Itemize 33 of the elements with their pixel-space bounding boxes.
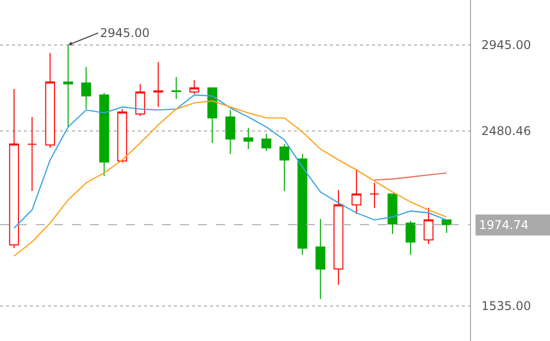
candlestick: [135, 84, 146, 117]
candlestick: [225, 109, 236, 155]
line-series: [13, 94, 448, 229]
line-series: [13, 100, 448, 257]
candlestick: [388, 194, 398, 234]
candlestick: [27, 116, 37, 192]
candlestick: [117, 108, 128, 164]
candlestick: [99, 92, 110, 177]
candlestick: [316, 218, 326, 300]
candlestick: [406, 220, 416, 256]
ref-line-label: 1974.74: [479, 218, 529, 232]
candlestick: [63, 44, 74, 128]
candlestick: [45, 52, 56, 148]
y-tick-label: 2945.00: [481, 38, 532, 52]
candlestick: [171, 76, 182, 100]
annotation: 2945.00: [100, 26, 150, 40]
y-tick-label: 1535.00: [481, 299, 532, 314]
candlestick: [243, 127, 254, 150]
candlestick: [261, 134, 272, 152]
candlestick: [297, 154, 308, 256]
candlestick: [9, 88, 19, 249]
candlestick: [334, 189, 344, 286]
candlestick: [153, 62, 164, 108]
line-series: [374, 172, 448, 181]
candlestick: [207, 87, 218, 144]
candlestick: [370, 182, 380, 208]
candlestick: [424, 207, 434, 244]
candlestick: [81, 66, 92, 110]
candlestick: [442, 219, 452, 234]
candlestick: [189, 79, 200, 95]
y-tick-label: 2480.46: [481, 124, 532, 138]
candlestick: [352, 168, 362, 214]
candlestick: [279, 144, 290, 192]
